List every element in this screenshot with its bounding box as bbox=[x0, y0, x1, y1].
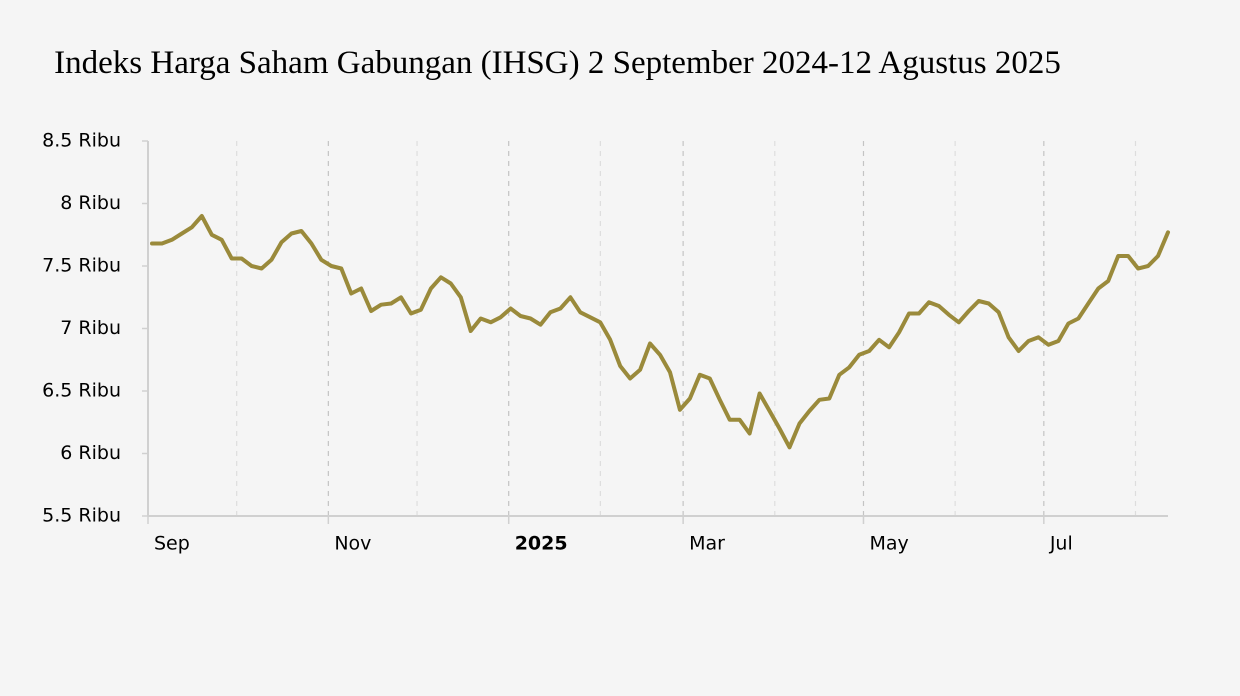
x-tick-label: Nov bbox=[334, 533, 371, 555]
y-tick-label: 8 Ribu bbox=[60, 192, 121, 214]
chart-title: Indeks Harga Saham Gabungan (IHSG) 2 Sep… bbox=[54, 45, 1061, 81]
x-tick-label: Jul bbox=[1049, 533, 1073, 555]
x-tick-label: Sep bbox=[154, 533, 190, 555]
y-tick-label: 6 Ribu bbox=[60, 442, 121, 464]
y-tick-label: 7 Ribu bbox=[60, 317, 121, 339]
x-tick-label: May bbox=[869, 533, 908, 555]
x-tick-label: Mar bbox=[689, 533, 725, 555]
y-tick-label: 5.5 Ribu bbox=[42, 505, 121, 527]
y-tick-label: 6.5 Ribu bbox=[42, 380, 121, 402]
y-tick-label: 8.5 Ribu bbox=[42, 130, 121, 152]
line-series bbox=[150, 214, 1170, 450]
x-tick-label: 2025 bbox=[515, 533, 568, 555]
y-tick-label: 7.5 Ribu bbox=[42, 255, 121, 277]
